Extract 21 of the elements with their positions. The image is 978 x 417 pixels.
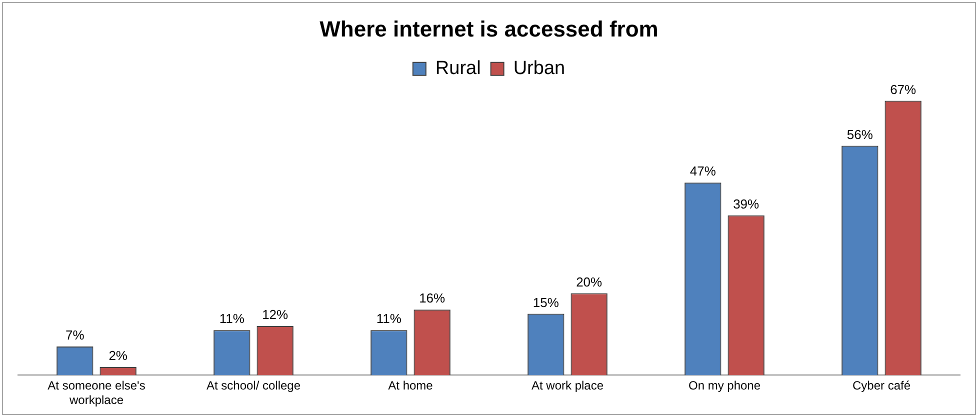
data-label: 12% [262, 307, 289, 322]
data-label: 67% [890, 82, 917, 97]
x-tick-label: Cyber café [852, 378, 911, 393]
x-tick-label: On my phone [688, 378, 761, 393]
data-label: 39% [733, 196, 760, 212]
data-label: 15% [532, 294, 560, 310]
data-label: 56% [846, 126, 874, 142]
x-tick-label: At someone else's workplace [48, 378, 146, 408]
legend-label: Rural [435, 58, 481, 80]
chart-title: Where internet is accessed from [320, 16, 658, 42]
x-tick-label: At home [388, 378, 434, 393]
data-label: 11% [219, 311, 245, 326]
x-tick-label: At work place [531, 378, 604, 393]
data-label: 20% [576, 274, 603, 290]
data-label: 16% [419, 290, 446, 306]
x-tick-label: At school/ college [206, 378, 301, 393]
data-label: 11% [376, 311, 402, 326]
data-label: 2% [108, 348, 128, 364]
legend-label: Urban [513, 58, 566, 80]
data-label: 47% [690, 164, 716, 179]
data-label: 7% [66, 328, 85, 343]
